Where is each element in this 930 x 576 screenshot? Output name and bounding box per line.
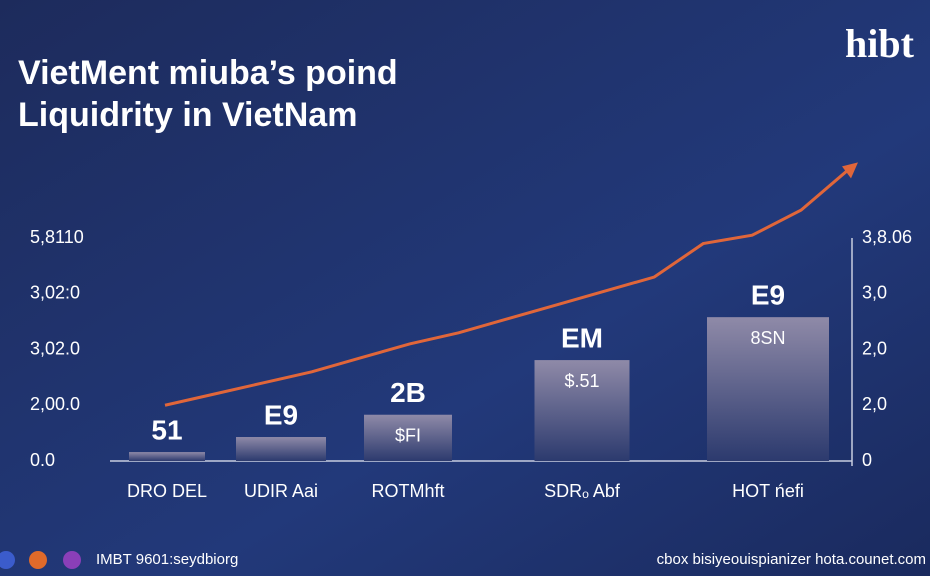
bar (707, 317, 829, 461)
bar-top-label: E9 (751, 280, 785, 311)
y2-tick-label: 3,8.06 (862, 227, 912, 247)
bar-top-label: E9 (264, 399, 298, 430)
icon (29, 551, 47, 569)
x-tick-label: UDIR Aai (244, 481, 318, 501)
y2-tick-label: 3,0 (862, 283, 887, 303)
bar (236, 437, 326, 461)
bar (364, 414, 452, 461)
y-tick-label: 2,00.0 (30, 394, 80, 414)
y2-tick-label: 2,0 (862, 338, 887, 358)
bar-top-label: EM (561, 322, 603, 353)
y2-tick-label: 2,0 (862, 394, 887, 414)
bar-top-label: 51 (151, 414, 182, 445)
y-tick-label: 0.0 (30, 450, 55, 470)
icon (63, 551, 81, 569)
bar (534, 360, 630, 461)
line (164, 167, 851, 407)
bar-inner-label: $.51 (564, 371, 599, 391)
bar-inner-label: 8SN (750, 328, 785, 348)
y-tick-label: 5,8110 (30, 227, 84, 247)
line-arrow (842, 162, 858, 179)
y-tick-label: 3,02:0 (30, 283, 80, 303)
bar-inner-label: $FI (395, 425, 421, 445)
y2-tick-label: 0 (862, 450, 872, 470)
bar-top-label: 2B (390, 377, 426, 408)
y-tick-label: 3,02.0 (30, 338, 80, 358)
x-tick-label: ROTMhft (371, 481, 444, 501)
footer-right: cbox bisiyeouispianizer hota.counet.com (657, 551, 926, 568)
chart-title: VietMent miuba’s poind (18, 54, 398, 92)
x-tick-label: DRO DEL (127, 481, 207, 501)
x-tick-label: SDRₒ Abf (544, 481, 621, 501)
brand-logo: hibt (845, 21, 915, 66)
bar (129, 452, 205, 461)
icon (0, 551, 15, 569)
footer-left: IMBT 9601:seydbiorg (96, 551, 238, 568)
x-tick-label: HOT ńefi (732, 481, 804, 501)
chart-title: Liquidrity in VietNam (18, 96, 357, 134)
